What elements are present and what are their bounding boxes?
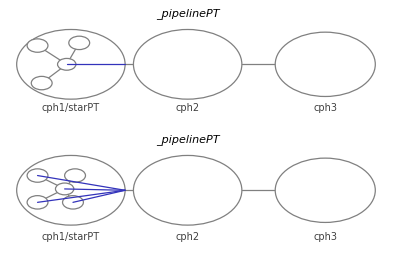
Circle shape (133, 29, 242, 99)
Text: cph3: cph3 (313, 103, 337, 113)
Circle shape (27, 169, 48, 182)
Circle shape (69, 36, 90, 50)
Text: cph3: cph3 (313, 232, 337, 242)
Circle shape (27, 196, 48, 209)
Text: cph2: cph2 (176, 103, 200, 113)
Text: _pipelinePT: _pipelinePT (156, 8, 219, 19)
Circle shape (63, 196, 83, 209)
Circle shape (17, 29, 125, 99)
Circle shape (55, 183, 74, 195)
Circle shape (133, 155, 242, 225)
Circle shape (27, 39, 48, 52)
Text: cph2: cph2 (176, 232, 200, 242)
Circle shape (58, 58, 76, 70)
Text: cph1/starPT: cph1/starPT (42, 232, 100, 242)
Circle shape (275, 32, 375, 96)
Circle shape (275, 158, 375, 222)
Circle shape (31, 76, 52, 90)
Circle shape (17, 155, 125, 225)
Text: _pipelinePT: _pipelinePT (156, 134, 219, 145)
Circle shape (65, 169, 85, 182)
Text: cph1/starPT: cph1/starPT (42, 103, 100, 113)
